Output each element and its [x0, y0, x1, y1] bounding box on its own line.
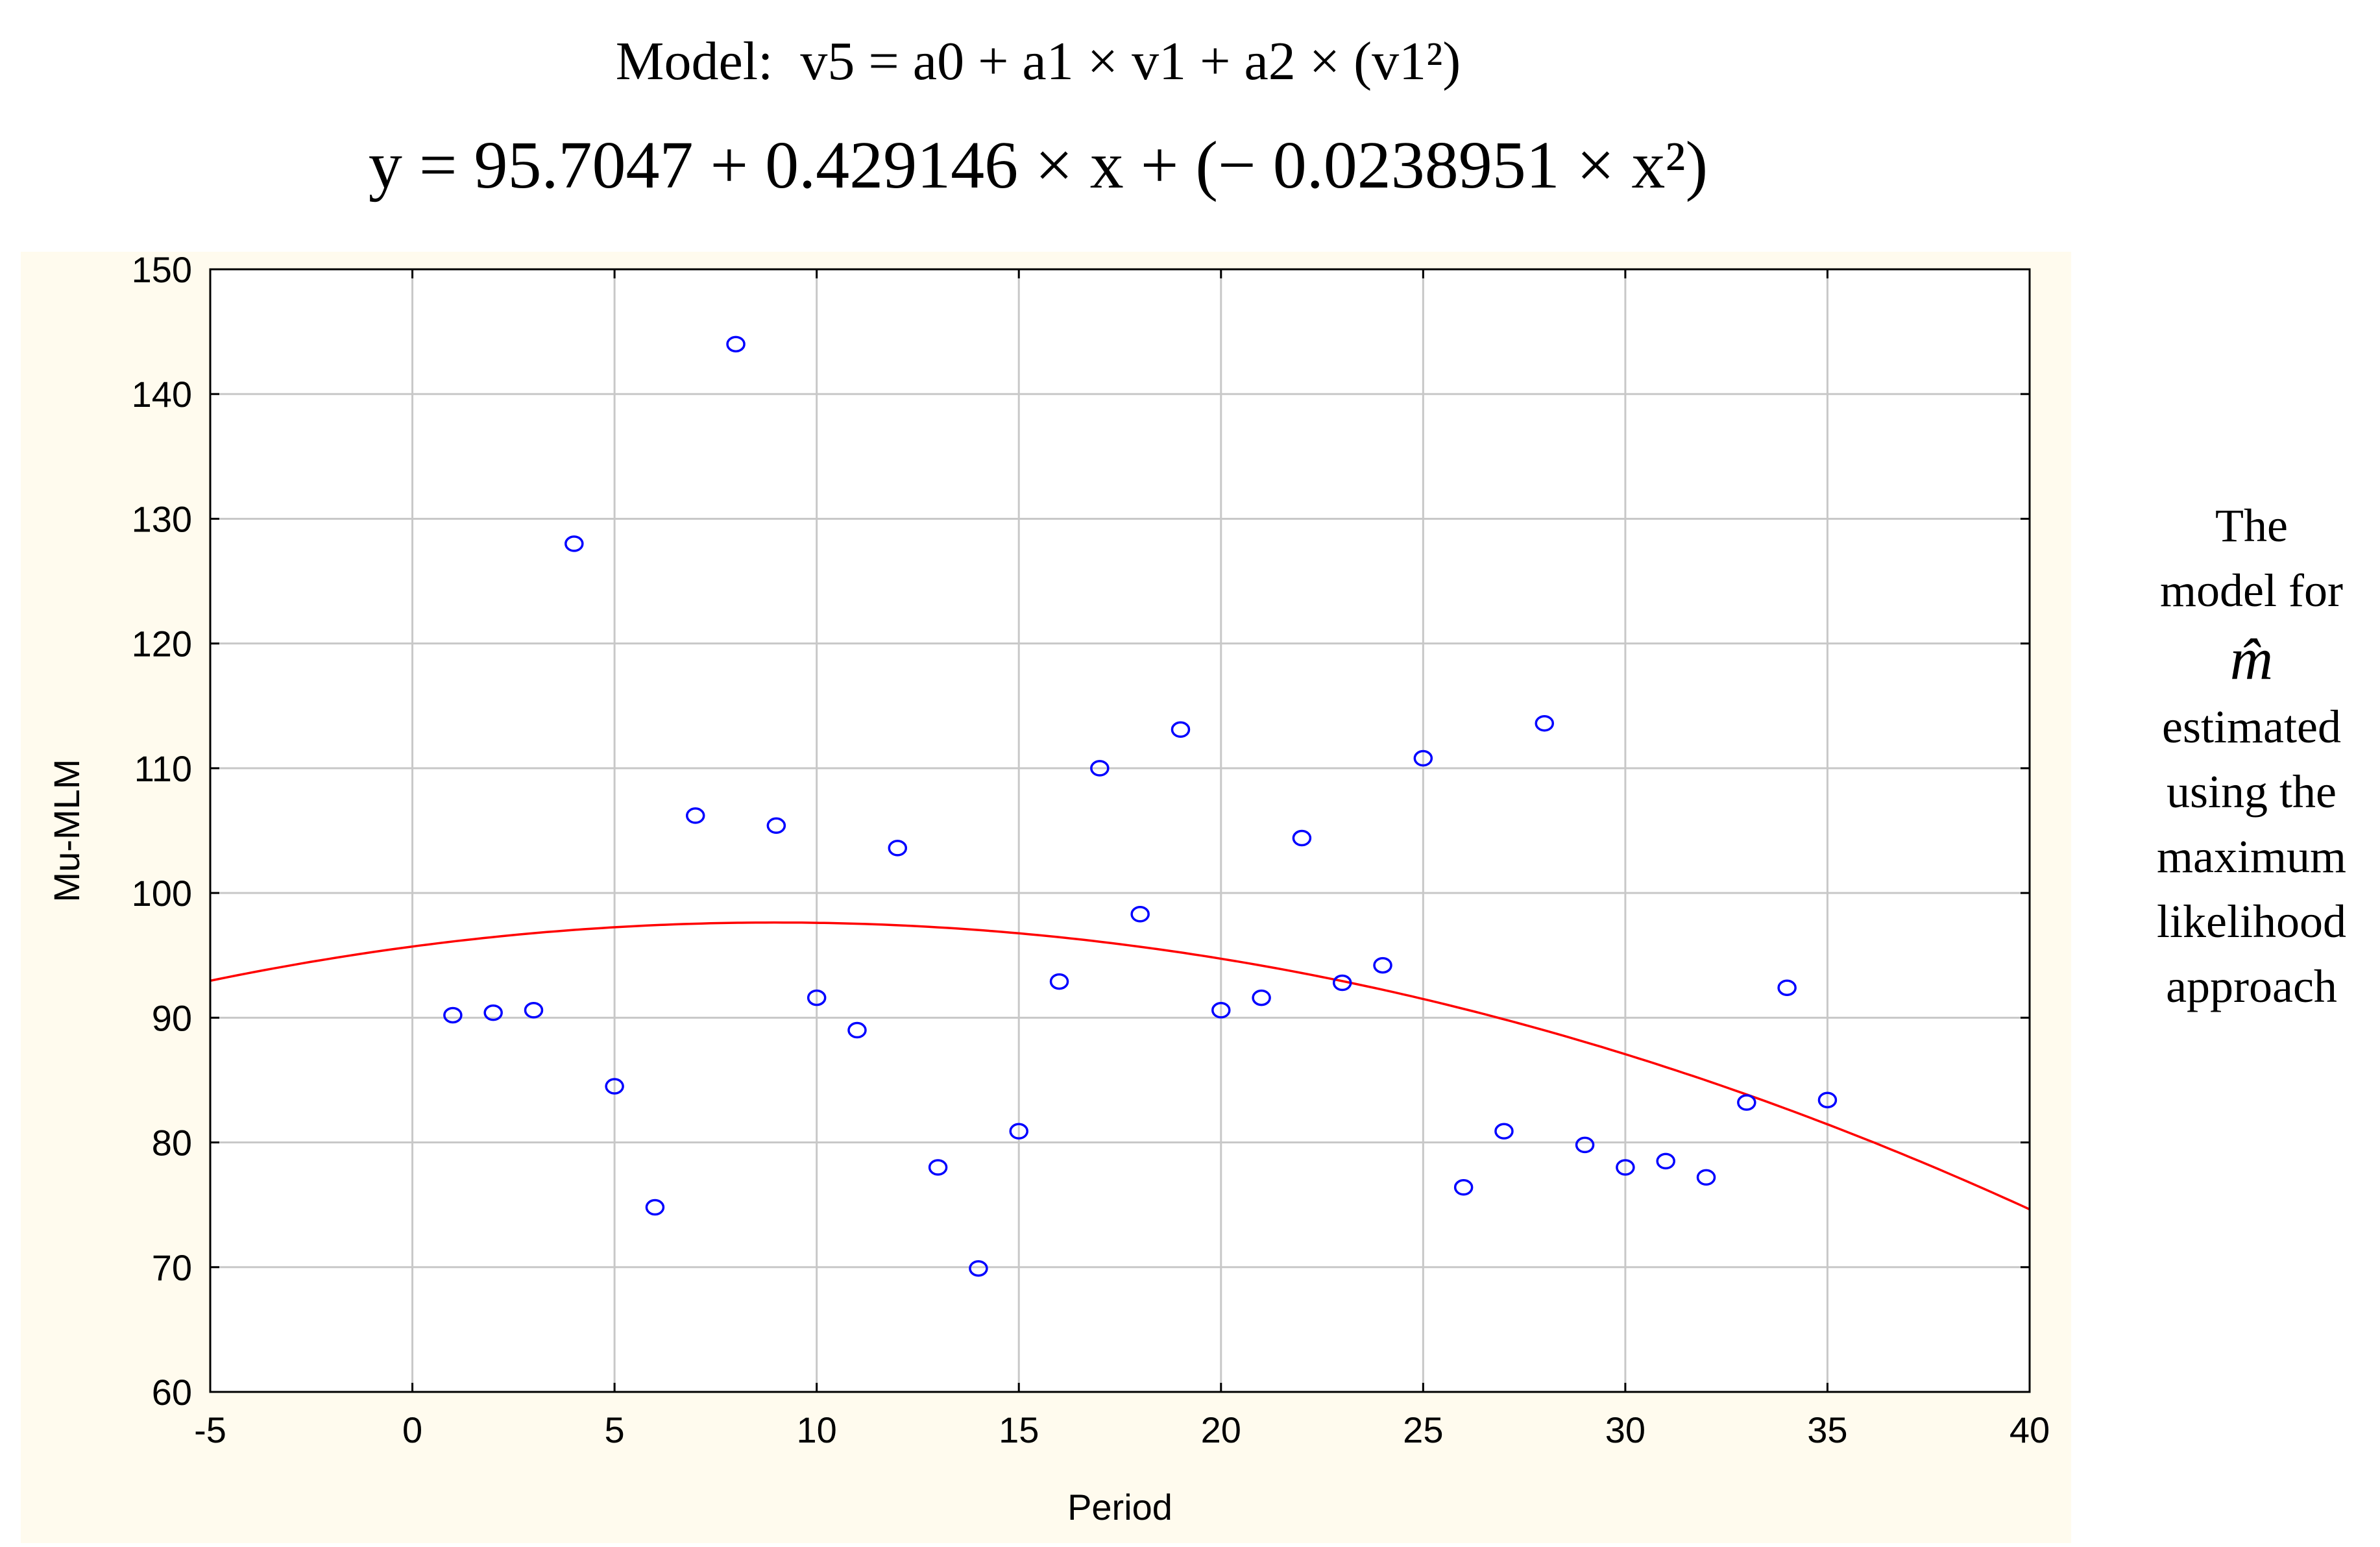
side-note-line3: estimated — [2162, 701, 2341, 753]
y-tick-labels: 60 70 80 90 100 110 120 130 140 150 — [132, 249, 192, 1413]
y-tick-label: 60 — [152, 1372, 192, 1413]
side-note-line6: likelihood — [2157, 895, 2346, 947]
y-tick-label: 90 — [152, 997, 192, 1038]
data-point — [1777, 979, 1797, 996]
data-point — [1575, 1136, 1595, 1154]
data-point — [726, 335, 746, 353]
plot-area — [210, 269, 2030, 1392]
model-equation: Model: v5 = a0 + a1 × v1 + a2 × (v1²) — [0, 13, 2076, 110]
data-point — [766, 817, 786, 834]
data-point — [524, 1002, 544, 1019]
x-tick-label: 5 — [605, 1409, 625, 1450]
y-tick-label: 120 — [132, 624, 192, 664]
data-point — [1737, 1094, 1756, 1111]
data-point — [1009, 1123, 1028, 1140]
x-tick-label: 15 — [999, 1409, 1039, 1450]
data-point — [928, 1159, 948, 1176]
model-label: Model: — [615, 31, 773, 91]
data-point — [1494, 1123, 1514, 1140]
axis-ticks — [209, 268, 2031, 1393]
fit-curve-layer — [210, 921, 2030, 1211]
x-tick-label: 20 — [1201, 1409, 1241, 1450]
data-point — [1535, 714, 1555, 732]
plot-frame — [209, 268, 2031, 1393]
x-tick-label: 40 — [2010, 1409, 2050, 1450]
x-tick-label: -5 — [194, 1409, 226, 1450]
y-tick-label: 110 — [134, 748, 192, 789]
data-point — [1090, 760, 1110, 777]
x-axis-title: Period — [1067, 1487, 1172, 1528]
data-point — [565, 535, 584, 552]
model-expression: v5 = a0 + a1 × v1 + a2 × (v1²) — [800, 31, 1461, 91]
data-point — [1252, 989, 1271, 1006]
y-tick-label: 130 — [132, 498, 192, 539]
side-note-line5: maximum — [2157, 831, 2346, 883]
data-point — [1696, 1169, 1716, 1186]
side-note-symbol: m̂ — [2229, 626, 2274, 692]
data-point — [1817, 1091, 1838, 1108]
data-point — [1130, 906, 1150, 923]
fit-curve — [210, 921, 2030, 1211]
data-point — [1616, 1159, 1635, 1176]
model-formula: Model: v5 = a0 + a1 × v1 + a2 × (v1²) y … — [0, 13, 2076, 221]
y-tick-label: 150 — [132, 249, 192, 290]
data-point — [483, 1004, 503, 1021]
data-point — [1049, 973, 1069, 990]
data-point — [443, 1006, 463, 1024]
y-axis-title: Mu-MLM — [46, 759, 87, 903]
data-point — [1332, 974, 1352, 992]
data-point — [1292, 829, 1312, 847]
data-point — [1413, 749, 1433, 767]
data-point — [1171, 721, 1191, 738]
data-point — [847, 1021, 867, 1039]
data-point — [807, 989, 827, 1006]
grid-lines — [210, 269, 2030, 1392]
y-tick-label: 80 — [152, 1123, 192, 1163]
data-point — [645, 1199, 665, 1216]
y-tick-label: 100 — [132, 873, 192, 914]
x-tick-label: 35 — [1807, 1409, 1847, 1450]
data-point — [969, 1260, 988, 1277]
y-tick-label: 70 — [152, 1247, 192, 1288]
data-point — [1211, 1002, 1231, 1019]
data-point — [1453, 1179, 1474, 1196]
side-note-line4: using the — [2167, 766, 2337, 818]
fit-equation: y = 95.7047 + 0.429146 × x + (− 0.023895… — [368, 128, 1708, 202]
side-note-line2: model for — [2160, 565, 2343, 616]
x-tick-label: 0 — [402, 1409, 422, 1450]
data-point — [605, 1078, 624, 1095]
side-note: The model for m̂ estimated using the max… — [2128, 493, 2375, 1019]
side-note-line7: approach — [2166, 960, 2337, 1012]
side-note-line1: The — [2215, 500, 2288, 552]
data-points — [443, 335, 1838, 1277]
x-tick-label: 30 — [1605, 1409, 1645, 1450]
data-point — [1656, 1152, 1675, 1170]
x-tick-label: 10 — [797, 1409, 837, 1450]
data-point — [1373, 956, 1392, 974]
y-tick-label: 140 — [132, 374, 192, 415]
data-point — [888, 840, 908, 857]
data-point — [685, 807, 705, 824]
x-tick-label: 25 — [1403, 1409, 1443, 1450]
x-tick-labels: -5 0 5 10 15 20 25 30 35 40 — [194, 1409, 2050, 1450]
